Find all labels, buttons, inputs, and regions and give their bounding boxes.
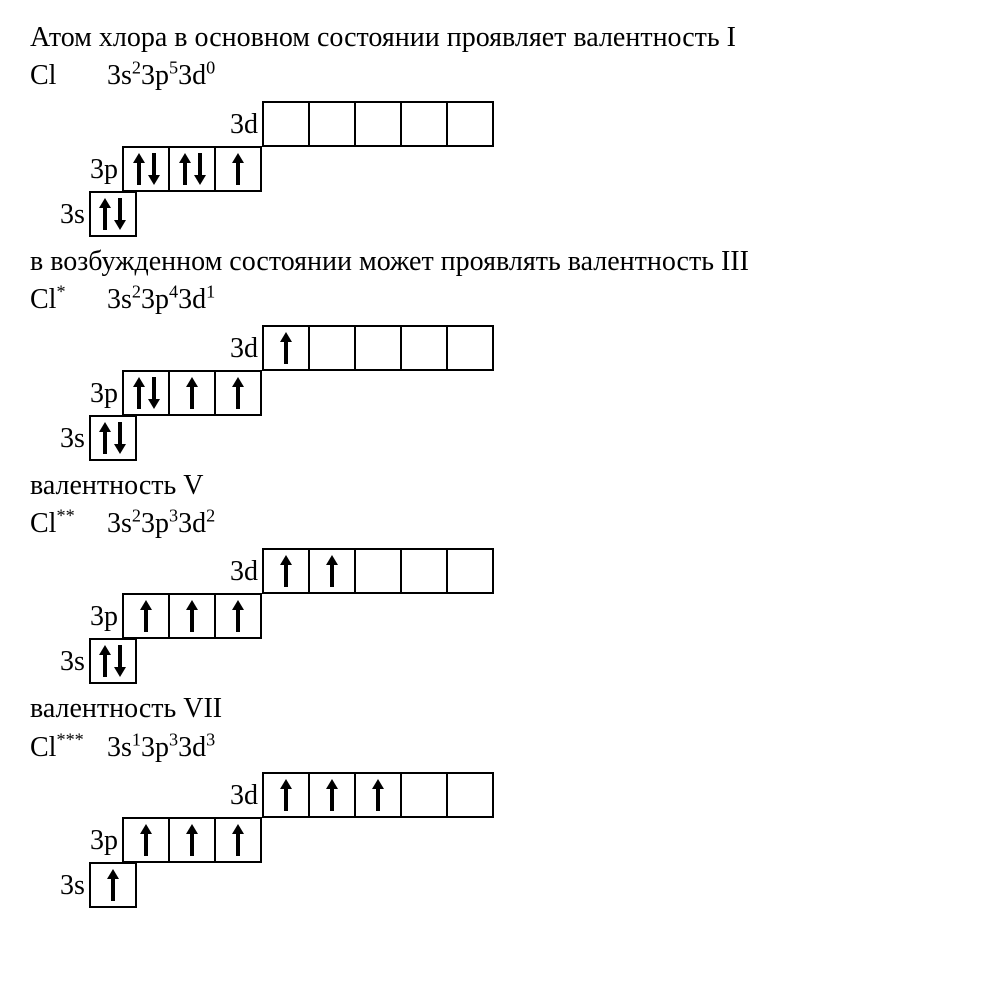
electron-config: Cl** 3s23p33d2 [30, 506, 976, 542]
d-cell-3 [402, 550, 448, 592]
s-cell-0 [91, 417, 135, 459]
d-label: 3d [230, 333, 258, 371]
config-notation: 3s13p33d3 [107, 732, 215, 763]
element-symbol: Cl*** [30, 730, 100, 766]
d-cells [262, 772, 494, 818]
electron-config: Cl* 3s23p43d1 [30, 282, 976, 318]
d-label: 3d [230, 780, 258, 818]
element-symbol: Cl [30, 58, 100, 94]
s-label: 3s [60, 423, 85, 461]
p-label: 3p [90, 825, 118, 863]
s-cells [89, 191, 137, 237]
d-row: 3d [230, 548, 494, 594]
orbital-diagram-0: 3d 3p 3s [30, 101, 976, 236]
d-cell-0 [264, 550, 310, 592]
d-cell-4 [448, 774, 492, 816]
d-cell-3 [402, 327, 448, 369]
d-label: 3d [230, 109, 258, 147]
d-cell-2 [356, 103, 402, 145]
d-cell-3 [402, 774, 448, 816]
p-cells [122, 817, 262, 863]
p-row: 3p [90, 593, 262, 639]
state-intro-3: валентность VII [30, 691, 976, 727]
element-symbol: Cl* [30, 282, 100, 318]
d-cell-2 [356, 774, 402, 816]
p-cells [122, 146, 262, 192]
p-row: 3p [90, 146, 262, 192]
element-symbol: Cl** [30, 506, 100, 542]
orbital-diagrams-root: Атом хлора в основном состоянии проявляе… [30, 20, 976, 907]
p-row: 3p [90, 817, 262, 863]
s-cell-0 [91, 864, 135, 906]
d-cell-0 [264, 774, 310, 816]
d-cell-1 [310, 774, 356, 816]
s-cells [89, 638, 137, 684]
orbital-diagram-1: 3d 3p 3s [30, 325, 976, 460]
d-cell-1 [310, 103, 356, 145]
s-cells [89, 415, 137, 461]
d-cell-1 [310, 327, 356, 369]
p-cell-2 [216, 595, 260, 637]
p-cell-2 [216, 819, 260, 861]
p-label: 3p [90, 378, 118, 416]
d-row: 3d [230, 101, 494, 147]
s-cell-0 [91, 640, 135, 682]
p-label: 3p [90, 601, 118, 639]
d-cell-0 [264, 103, 310, 145]
d-cell-4 [448, 550, 492, 592]
p-cell-1 [170, 148, 216, 190]
d-cell-3 [402, 103, 448, 145]
s-row: 3s [60, 191, 137, 237]
p-label: 3p [90, 154, 118, 192]
d-cell-0 [264, 327, 310, 369]
config-notation: 3s23p33d2 [107, 508, 215, 539]
s-row: 3s [60, 638, 137, 684]
d-cells [262, 548, 494, 594]
s-row: 3s [60, 862, 137, 908]
p-cell-0 [124, 819, 170, 861]
d-cells [262, 101, 494, 147]
electron-config: Cl 3s23p53d0 [30, 58, 976, 94]
d-row: 3d [230, 325, 494, 371]
d-row: 3d [230, 772, 494, 818]
d-cell-2 [356, 550, 402, 592]
p-row: 3p [90, 370, 262, 416]
d-label: 3d [230, 556, 258, 594]
s-label: 3s [60, 199, 85, 237]
p-cell-0 [124, 595, 170, 637]
p-cell-1 [170, 372, 216, 414]
s-label: 3s [60, 870, 85, 908]
s-row: 3s [60, 415, 137, 461]
d-cell-2 [356, 327, 402, 369]
s-label: 3s [60, 646, 85, 684]
p-cell-1 [170, 819, 216, 861]
config-notation: 3s23p53d0 [107, 60, 215, 91]
p-cell-1 [170, 595, 216, 637]
state-intro-1: в возбужденном состоянии может проявлять… [30, 244, 976, 280]
d-cell-1 [310, 550, 356, 592]
p-cell-0 [124, 148, 170, 190]
s-cells [89, 862, 137, 908]
s-cell-0 [91, 193, 135, 235]
d-cell-4 [448, 327, 492, 369]
p-cell-0 [124, 372, 170, 414]
p-cells [122, 593, 262, 639]
d-cell-4 [448, 103, 492, 145]
state-intro-2: валентность V [30, 468, 976, 504]
p-cells [122, 370, 262, 416]
config-notation: 3s23p43d1 [107, 284, 215, 315]
p-cell-2 [216, 148, 260, 190]
state-intro-0: Атом хлора в основном состоянии проявляе… [30, 20, 976, 56]
orbital-diagram-2: 3d 3p 3s [30, 548, 976, 683]
d-cells [262, 325, 494, 371]
p-cell-2 [216, 372, 260, 414]
electron-config: Cl*** 3s13p33d3 [30, 730, 976, 766]
orbital-diagram-3: 3d 3p 3s [30, 772, 976, 907]
